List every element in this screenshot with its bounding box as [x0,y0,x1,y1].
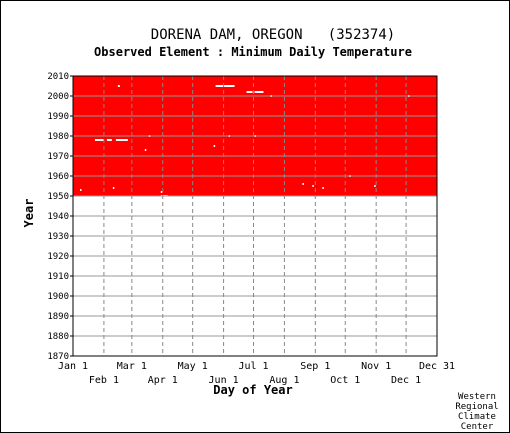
x-tick-label: Jun 1 [209,375,239,386]
missing-data-segment [117,85,120,87]
missing-data-segment [144,149,147,151]
missing-data-segment [213,145,216,147]
y-tick-label: 1890 [47,312,69,322]
x-tick-label: Oct 1 [330,375,360,386]
x-axis-label: Day of Year [213,383,292,397]
y-axis-label: Year [22,199,36,228]
y-tick-label: 1930 [47,232,69,242]
x-tick-label: Jul 1 [238,361,268,372]
missing-data-segment [106,139,112,141]
y-tick-label: 2010 [47,72,69,82]
x-tick-label: Sep 1 [300,361,330,372]
missing-data-segment [254,91,264,93]
x-tick-label: Mar 1 [117,361,147,372]
x-tick-label: Dec 1 [391,375,421,386]
credit-line: Regional [455,402,498,412]
missing-data-segment [215,85,235,87]
missing-data-segment [79,189,82,191]
missing-data-segment [115,139,128,141]
y-tick-label: 1870 [47,352,69,362]
credit-line: Climate [458,412,496,422]
x-tick-label: Nov 1 [361,361,391,372]
missing-data-segment [112,187,115,189]
missing-data-segment [246,91,253,93]
y-tick-label: 1990 [47,112,69,122]
missing-data-segment [374,185,376,187]
x-tick-label: Dec 31 [419,361,455,372]
plot-area: 2010 2000 1990 1980 1970 1960 1950 1940 1930 1920… [47,72,455,386]
missing-data-segment [160,191,163,193]
y-tick-label: 1910 [47,272,69,282]
missing-data-segment [94,139,104,141]
missing-data-segment [322,187,324,189]
missing-data-segment [312,185,314,187]
x-tick-label: Apr 1 [148,375,178,386]
y-tick-label: 1940 [47,212,69,222]
plot-border [72,75,438,357]
x-tick-label: Feb 1 [89,375,119,386]
y-tick-label: 1970 [47,152,69,162]
missing-data-segment [302,183,304,185]
y-tick-label: 2000 [47,92,69,102]
y-tick-label: 1950 [47,192,69,202]
y-tick-label: 1880 [47,332,69,342]
y-tick-label: 1920 [47,252,69,262]
x-tick-label: May 1 [178,361,208,372]
x-tick-label: Jan 1 [58,361,88,372]
credit-line: Center [461,422,494,432]
x-tick-label: Aug 1 [269,375,299,386]
y-tick-label: 1960 [47,172,69,182]
y-tick-label: 1900 [47,292,69,302]
y-tick-label: 1980 [47,132,69,142]
credit-block: Western Regional Climate Center [455,392,498,432]
chart-title: DORENA DAM, OREGON (352374) [151,27,395,43]
credit-line: Western [458,392,496,402]
chart-subtitle: Observed Element : Minimum Daily Tempera… [94,45,412,59]
